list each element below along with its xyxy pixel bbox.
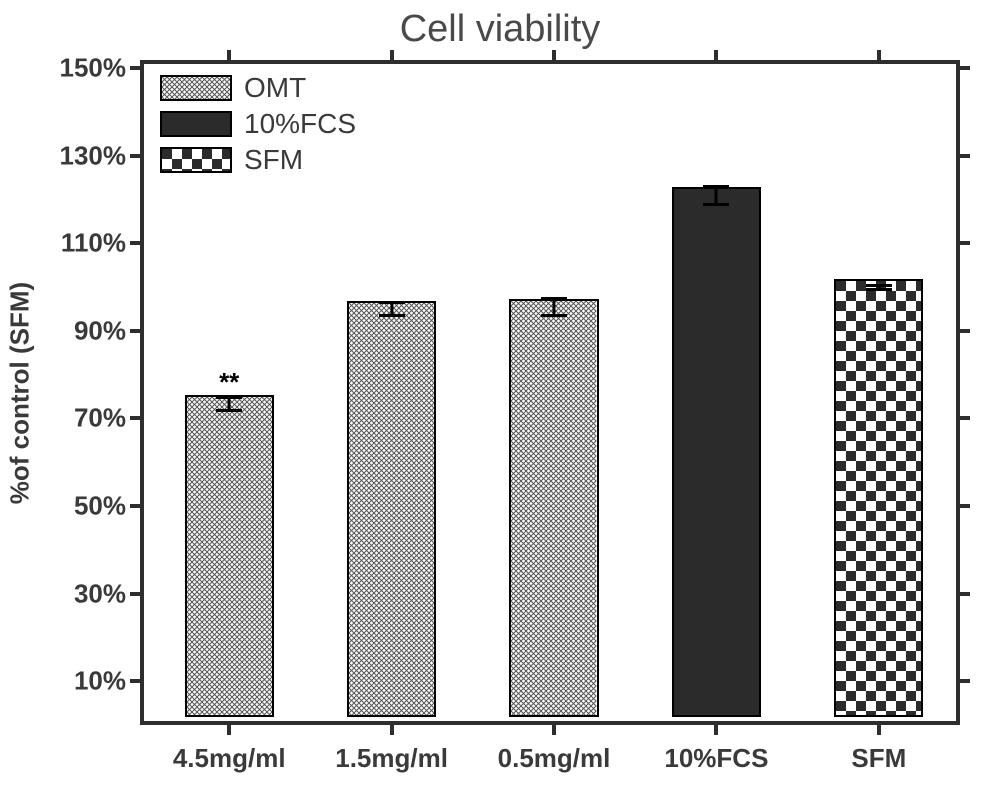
bar — [185, 395, 274, 717]
y-tick-label: 90% — [74, 315, 126, 346]
error-cap — [379, 301, 405, 304]
y-tick-label: 110% — [61, 228, 126, 259]
y-tick — [956, 154, 970, 158]
error-bar — [553, 298, 556, 316]
x-tick — [877, 50, 881, 64]
y-tick — [130, 504, 144, 508]
y-tick-label: 130% — [60, 140, 127, 171]
significance-label: ** — [219, 367, 239, 398]
y-tick — [130, 416, 144, 420]
y-tick-label: 70% — [74, 403, 126, 434]
error-cap — [703, 203, 729, 206]
y-tick — [956, 592, 970, 596]
legend-swatch — [160, 147, 232, 173]
x-tick — [714, 721, 718, 735]
legend-item: 10%FCS — [160, 108, 356, 140]
legend: OMT 10%FCS SFM — [160, 72, 356, 180]
x-tick-label: SFM — [851, 743, 906, 774]
legend-label: SFM — [244, 144, 303, 176]
error-cap — [866, 284, 892, 287]
x-tick-label: 0.5mg/ml — [498, 743, 611, 774]
error-bar — [715, 186, 718, 204]
x-tick — [552, 721, 556, 735]
y-axis-label: %of control (SFM) — [5, 281, 36, 503]
error-cap — [216, 409, 242, 412]
legend-label: OMT — [244, 72, 306, 104]
x-tick — [714, 50, 718, 64]
chart-title: Cell viability — [0, 8, 1000, 51]
x-tick-label: 1.5mg/ml — [335, 743, 448, 774]
x-tick — [227, 721, 231, 735]
legend-swatch — [160, 111, 232, 137]
y-tick — [956, 66, 970, 70]
y-tick-label: 30% — [74, 578, 126, 609]
chart-root: Cell viability 10% 30% 50% 70% 90% 110% 130% 15… — [0, 0, 1000, 806]
y-tick — [130, 241, 144, 245]
y-tick — [130, 592, 144, 596]
bar — [509, 299, 598, 717]
error-cap — [866, 288, 892, 291]
x-tick — [390, 50, 394, 64]
x-tick-label: 4.5mg/ml — [173, 743, 286, 774]
y-tick — [130, 66, 144, 70]
legend-swatch — [160, 75, 232, 101]
legend-label: 10%FCS — [244, 108, 356, 140]
bar — [347, 301, 436, 717]
legend-item: OMT — [160, 72, 356, 104]
x-tick — [227, 50, 231, 64]
error-cap — [541, 297, 567, 300]
x-tick — [552, 50, 556, 64]
y-tick — [130, 679, 144, 683]
y-tick — [956, 679, 970, 683]
y-tick-label: 50% — [74, 491, 126, 522]
y-tick — [130, 154, 144, 158]
error-cap — [541, 314, 567, 317]
y-tick — [956, 416, 970, 420]
bar — [834, 279, 923, 717]
error-cap — [379, 314, 405, 317]
y-tick-label: 10% — [74, 666, 126, 697]
y-tick — [130, 329, 144, 333]
y-tick-label: 150% — [60, 53, 127, 84]
x-tick — [390, 721, 394, 735]
y-tick — [956, 504, 970, 508]
error-cap — [703, 185, 729, 188]
x-tick-label: 10%FCS — [664, 743, 768, 774]
y-tick — [956, 241, 970, 245]
y-tick — [956, 329, 970, 333]
bar — [672, 187, 761, 717]
legend-item: SFM — [160, 144, 356, 176]
x-tick — [877, 721, 881, 735]
